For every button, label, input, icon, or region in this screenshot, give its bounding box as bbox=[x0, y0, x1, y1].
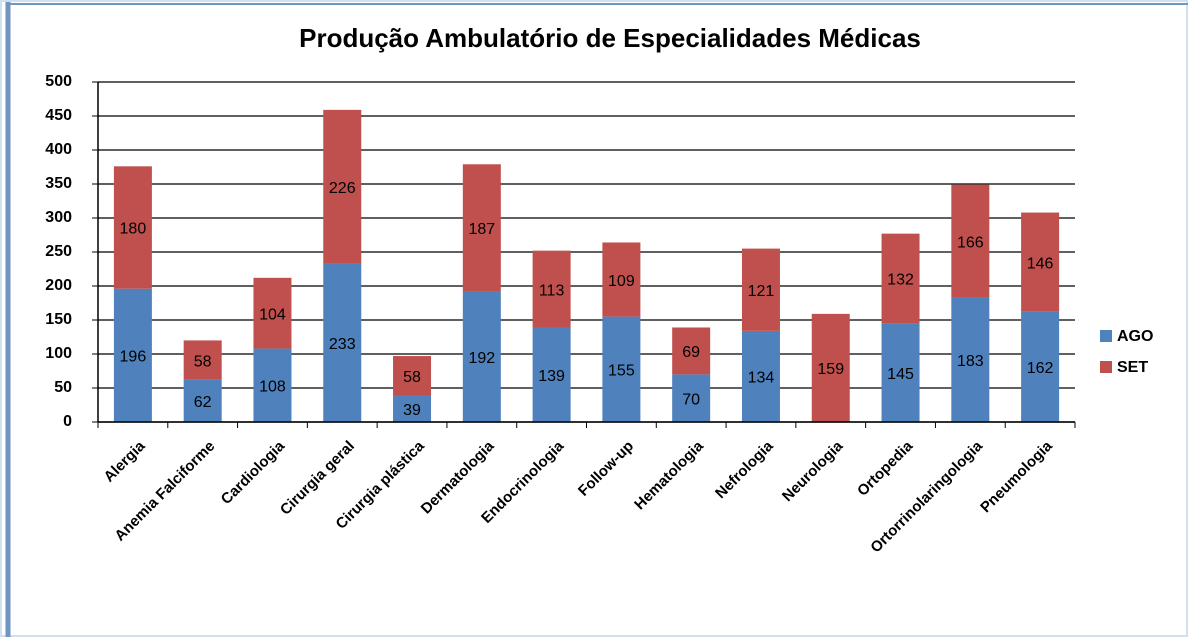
value-label: 132 bbox=[887, 272, 914, 289]
bar bbox=[602, 316, 641, 422]
bar bbox=[1021, 212, 1060, 312]
y-tick-label: 50 bbox=[54, 379, 72, 396]
y-tick-label: 300 bbox=[45, 209, 72, 226]
bar bbox=[253, 277, 292, 349]
legend-swatch bbox=[1100, 361, 1112, 373]
value-label: 159 bbox=[817, 361, 844, 378]
value-label: 109 bbox=[608, 273, 635, 290]
value-label: 166 bbox=[957, 234, 984, 251]
bar bbox=[951, 297, 990, 422]
value-label: 233 bbox=[329, 336, 356, 353]
bar bbox=[323, 109, 362, 264]
bar bbox=[532, 250, 571, 328]
value-label: 162 bbox=[1027, 360, 1054, 377]
y-tick-label: 0 bbox=[63, 413, 72, 430]
y-tick-label: 400 bbox=[45, 141, 72, 158]
value-label: 196 bbox=[120, 349, 147, 366]
value-label: 113 bbox=[539, 282, 565, 299]
bar bbox=[393, 356, 432, 396]
value-label: 39 bbox=[403, 402, 421, 419]
value-label: 192 bbox=[468, 350, 495, 367]
y-tick-label: 450 bbox=[45, 107, 72, 124]
legend-swatch bbox=[1100, 330, 1112, 342]
bar bbox=[672, 327, 711, 375]
y-tick-label: 500 bbox=[45, 73, 72, 90]
y-tick-label: 250 bbox=[45, 243, 72, 260]
value-label: 226 bbox=[329, 180, 356, 197]
value-label: 108 bbox=[259, 378, 286, 395]
value-label: 62 bbox=[194, 394, 212, 411]
value-label: 58 bbox=[194, 353, 212, 370]
bar bbox=[462, 164, 501, 292]
bar bbox=[881, 233, 920, 324]
bar bbox=[532, 327, 571, 422]
bar bbox=[113, 166, 152, 289]
bar bbox=[462, 291, 501, 422]
bar bbox=[672, 374, 711, 422]
value-label: 104 bbox=[259, 306, 286, 323]
legend-label: SET bbox=[1117, 359, 1148, 376]
value-label: 155 bbox=[608, 363, 635, 380]
bar bbox=[881, 323, 920, 422]
bar bbox=[393, 395, 432, 422]
y-tick-label: 100 bbox=[45, 345, 72, 362]
y-tick-label: 350 bbox=[45, 175, 72, 192]
value-label: 145 bbox=[887, 366, 914, 383]
value-label: 134 bbox=[748, 370, 775, 387]
value-label: 70 bbox=[682, 391, 700, 408]
chart-title: Produção Ambulatório de Especialidades M… bbox=[299, 23, 921, 53]
bar bbox=[113, 288, 152, 422]
bar bbox=[323, 263, 362, 422]
legend-label: AGO bbox=[1117, 328, 1153, 345]
value-label: 58 bbox=[403, 369, 421, 386]
bar bbox=[1021, 311, 1060, 422]
value-label: 139 bbox=[538, 368, 565, 385]
y-tick-label: 200 bbox=[45, 277, 72, 294]
value-label: 183 bbox=[957, 353, 984, 370]
bar bbox=[183, 340, 222, 380]
y-tick-label: 150 bbox=[45, 311, 72, 328]
value-label: 146 bbox=[1027, 255, 1054, 272]
value-label: 180 bbox=[120, 221, 147, 238]
value-label: 121 bbox=[748, 283, 775, 300]
value-label: 69 bbox=[682, 344, 700, 361]
bar bbox=[951, 184, 990, 298]
bar bbox=[741, 330, 780, 422]
bar bbox=[183, 379, 222, 422]
bar bbox=[811, 313, 850, 422]
bar bbox=[253, 348, 292, 422]
bar bbox=[602, 242, 641, 317]
bar bbox=[741, 248, 780, 331]
value-label: 187 bbox=[468, 221, 495, 238]
